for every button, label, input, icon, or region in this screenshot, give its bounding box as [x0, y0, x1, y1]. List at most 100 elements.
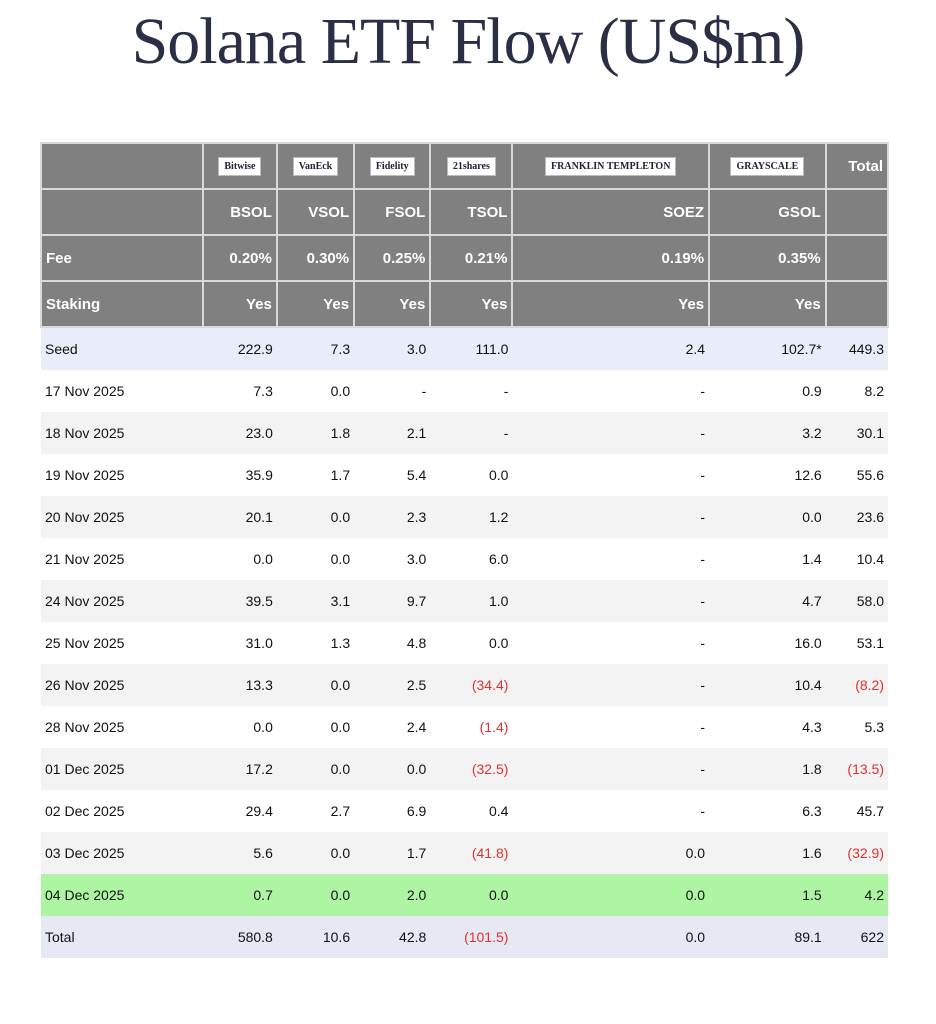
flow-value: 39.5: [203, 580, 277, 622]
flow-value: 8.2: [825, 370, 888, 412]
data-row: 03 Dec 2025 5.6 0.0 1.7 (41.8) 0.0 1.6 (32.9): [41, 832, 888, 874]
flow-value: 0.0: [512, 874, 710, 916]
logo-cell: GRAYSCALE: [708, 142, 827, 190]
data-row: 28 Nov 2025 0.0 0.0 2.4 (1.4) -4.3 5.3: [41, 706, 888, 748]
flow-value: 111.0: [430, 327, 513, 370]
flow-value: 3.0: [354, 327, 431, 370]
row-label: 28 Nov 2025: [41, 706, 203, 748]
flow-value: -: [512, 496, 710, 538]
flow-value: 7.3: [203, 370, 277, 412]
flow-value: 1.7: [276, 454, 355, 496]
etf-flow-table: Bitwise VanEck Fidelity 21shares FRANKLIN TE…: [40, 142, 890, 958]
row-label: 04 Dec 2025: [41, 874, 203, 916]
flow-value: 45.7: [825, 790, 888, 832]
flow-value: 6.0: [430, 538, 513, 580]
staking-value: Yes: [202, 280, 278, 328]
flow-value: 7.3: [276, 327, 355, 370]
row-label: 20 Nov 2025: [41, 496, 203, 538]
flow-value: 9.7: [354, 580, 431, 622]
flow-value: 2.1: [354, 412, 431, 454]
row-label: Fee: [40, 234, 204, 282]
flow-value: -: [512, 370, 710, 412]
data-row: 24 Nov 2025 39.5 3.1 9.7 1.0-4.7 58.0: [41, 580, 888, 622]
flow-value: 30.1: [825, 412, 888, 454]
flow-value: 31.0: [203, 622, 277, 664]
data-row: Total 580.8 10.6 42.8 (101.5) 0.0 89.1 622: [41, 916, 888, 958]
issuer-logo: GRAYSCALE: [730, 157, 805, 176]
flow-value: 0.0: [276, 748, 355, 790]
flow-value: -: [512, 706, 710, 748]
flow-value: (8.2): [825, 664, 888, 706]
empty-cell: [40, 188, 204, 236]
logo-cell: Fidelity: [353, 142, 432, 190]
flow-value: 2.5: [354, 664, 431, 706]
flow-value: -: [430, 412, 513, 454]
ticker: BSOL: [202, 188, 278, 236]
empty-cell: [824, 280, 890, 328]
flow-value: 1.3: [276, 622, 355, 664]
row-label: Seed: [41, 327, 203, 370]
flow-value: -: [512, 664, 710, 706]
fee-row: Fee 0.20% 0.30% 0.25% 0.21% 0.19% 0.35%: [40, 234, 890, 282]
flow-value: 0.0: [203, 538, 277, 580]
flow-value: 0.0: [276, 706, 355, 748]
ticker: VSOL: [275, 188, 356, 236]
flow-value: 2.7: [276, 790, 355, 832]
flow-value: 17.2: [203, 748, 277, 790]
flow-value: 0.0: [276, 496, 355, 538]
flow-value: 42.8: [354, 916, 431, 958]
ticker-row: BSOL VSOL FSOL TSOL SOEZ GSOL: [40, 188, 890, 236]
row-label: 24 Nov 2025: [41, 580, 203, 622]
data-row: Seed 222.9 7.3 3.0 111.0 2.4 102.7* 449.3: [41, 327, 888, 370]
flow-value: 0.0: [276, 370, 355, 412]
flow-value: 0.0: [430, 454, 513, 496]
flow-value: -: [430, 370, 513, 412]
flow-value: 1.8: [709, 748, 826, 790]
flow-value: 10.4: [825, 538, 888, 580]
logo-cell: FRANKLIN TEMPLETON: [511, 142, 711, 190]
flow-value: 53.1: [825, 622, 888, 664]
flow-value: 0.0: [709, 496, 826, 538]
flow-value: 20.1: [203, 496, 277, 538]
flow-value: 58.0: [825, 580, 888, 622]
row-label: 25 Nov 2025: [41, 622, 203, 664]
flow-value: 29.4: [203, 790, 277, 832]
ticker: GSOL: [708, 188, 827, 236]
flow-value: 0.0: [430, 622, 513, 664]
row-label: 17 Nov 2025: [41, 370, 203, 412]
flow-value: 3.2: [709, 412, 826, 454]
row-label: 26 Nov 2025: [41, 664, 203, 706]
flow-value: 2.4: [512, 327, 710, 370]
ticker: TSOL: [429, 188, 514, 236]
flow-value: 1.2: [430, 496, 513, 538]
staking-value: Yes: [275, 280, 356, 328]
flow-value: 12.6: [709, 454, 826, 496]
empty-cell: [40, 142, 204, 190]
ticker: SOEZ: [511, 188, 711, 236]
flow-value: 0.0: [512, 832, 710, 874]
flow-value: (101.5): [430, 916, 513, 958]
flow-value: 2.4: [354, 706, 431, 748]
data-row: 01 Dec 2025 17.2 0.0 0.0 (32.5) -1.8 (13.5): [41, 748, 888, 790]
data-row: 19 Nov 2025 35.9 1.7 5.4 0.0-12.6 55.6: [41, 454, 888, 496]
staking-value: Yes: [511, 280, 711, 328]
staking-row: Staking Yes Yes Yes Yes Yes Yes: [40, 280, 890, 328]
flow-value: 1.5: [709, 874, 826, 916]
flow-value: -: [512, 580, 710, 622]
row-label: Staking: [40, 280, 204, 328]
issuer-logo: Fidelity: [369, 157, 415, 176]
flow-value: 6.9: [354, 790, 431, 832]
flow-value: (32.5): [430, 748, 513, 790]
issuer-logo: VanEck: [292, 157, 339, 176]
flow-value: 1.0: [430, 580, 513, 622]
logo-cell: VanEck: [275, 142, 356, 190]
flow-value: 0.9: [709, 370, 826, 412]
flow-value: 13.3: [203, 664, 277, 706]
issuer-logo: FRANKLIN TEMPLETON: [545, 157, 677, 176]
issuer-logo: Bitwise: [218, 157, 262, 176]
logo-row: Bitwise VanEck Fidelity 21shares FRANKLIN TE…: [40, 142, 890, 190]
flow-value: 23.0: [203, 412, 277, 454]
data-row: 26 Nov 2025 13.3 0.0 2.5 (34.4) -10.4 (8.2): [41, 664, 888, 706]
data-row: 21 Nov 2025 0.0 0.0 3.0 6.0-1.4 10.4: [41, 538, 888, 580]
